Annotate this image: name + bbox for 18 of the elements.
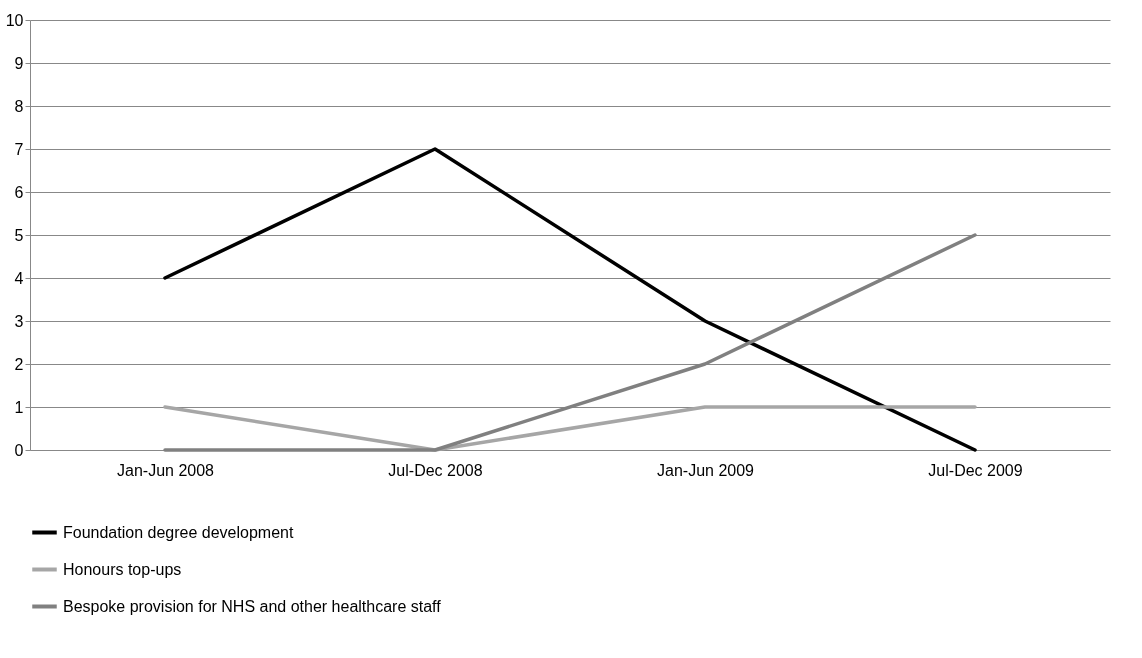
- x-tick-label: Jul-Dec 2009: [928, 461, 1023, 479]
- legend-label: Bespoke provision for NHS and other healthcare staff: [63, 597, 442, 615]
- legend-label: Honours top-ups: [63, 560, 182, 578]
- y-tick-label: 10: [5, 11, 24, 29]
- x-tick-label: Jul-Dec 2008: [388, 461, 483, 479]
- x-tick-label: Jan-Jun 2009: [657, 461, 755, 479]
- y-tick-label: 0: [14, 441, 24, 459]
- y-tick-label: 6: [14, 183, 24, 201]
- legend-label: Foundation degree development: [63, 523, 294, 541]
- x-tick-label: Jan-Jun 2008: [117, 461, 215, 479]
- y-tick-label: 7: [14, 140, 24, 158]
- y-tick-label: 3: [14, 312, 24, 330]
- y-tick-label: 9: [14, 54, 24, 72]
- y-tick-label: 8: [14, 97, 24, 115]
- y-tick-label: 2: [14, 355, 24, 373]
- y-tick-label: 1: [14, 398, 24, 416]
- y-tick-label: 5: [14, 226, 24, 244]
- y-tick-label: 4: [14, 269, 24, 287]
